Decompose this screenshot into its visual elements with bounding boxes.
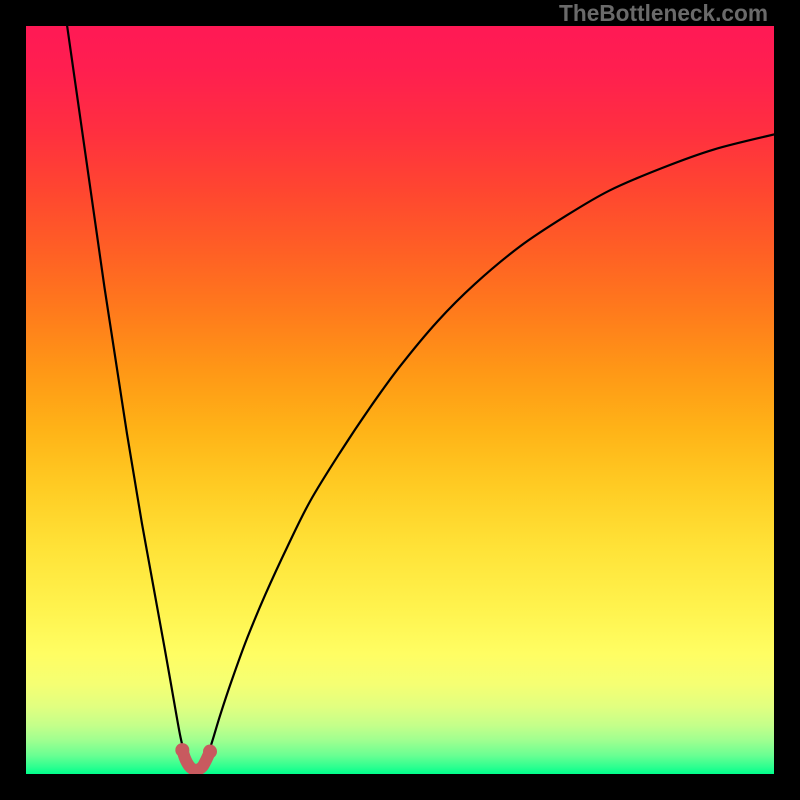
marker-dot-start [175,743,189,757]
plot-area [26,26,774,774]
gradient-background [26,26,774,774]
chart-svg [26,26,774,774]
watermark-label: TheBottleneck.com [559,0,768,27]
marker-dot-end [203,745,217,759]
